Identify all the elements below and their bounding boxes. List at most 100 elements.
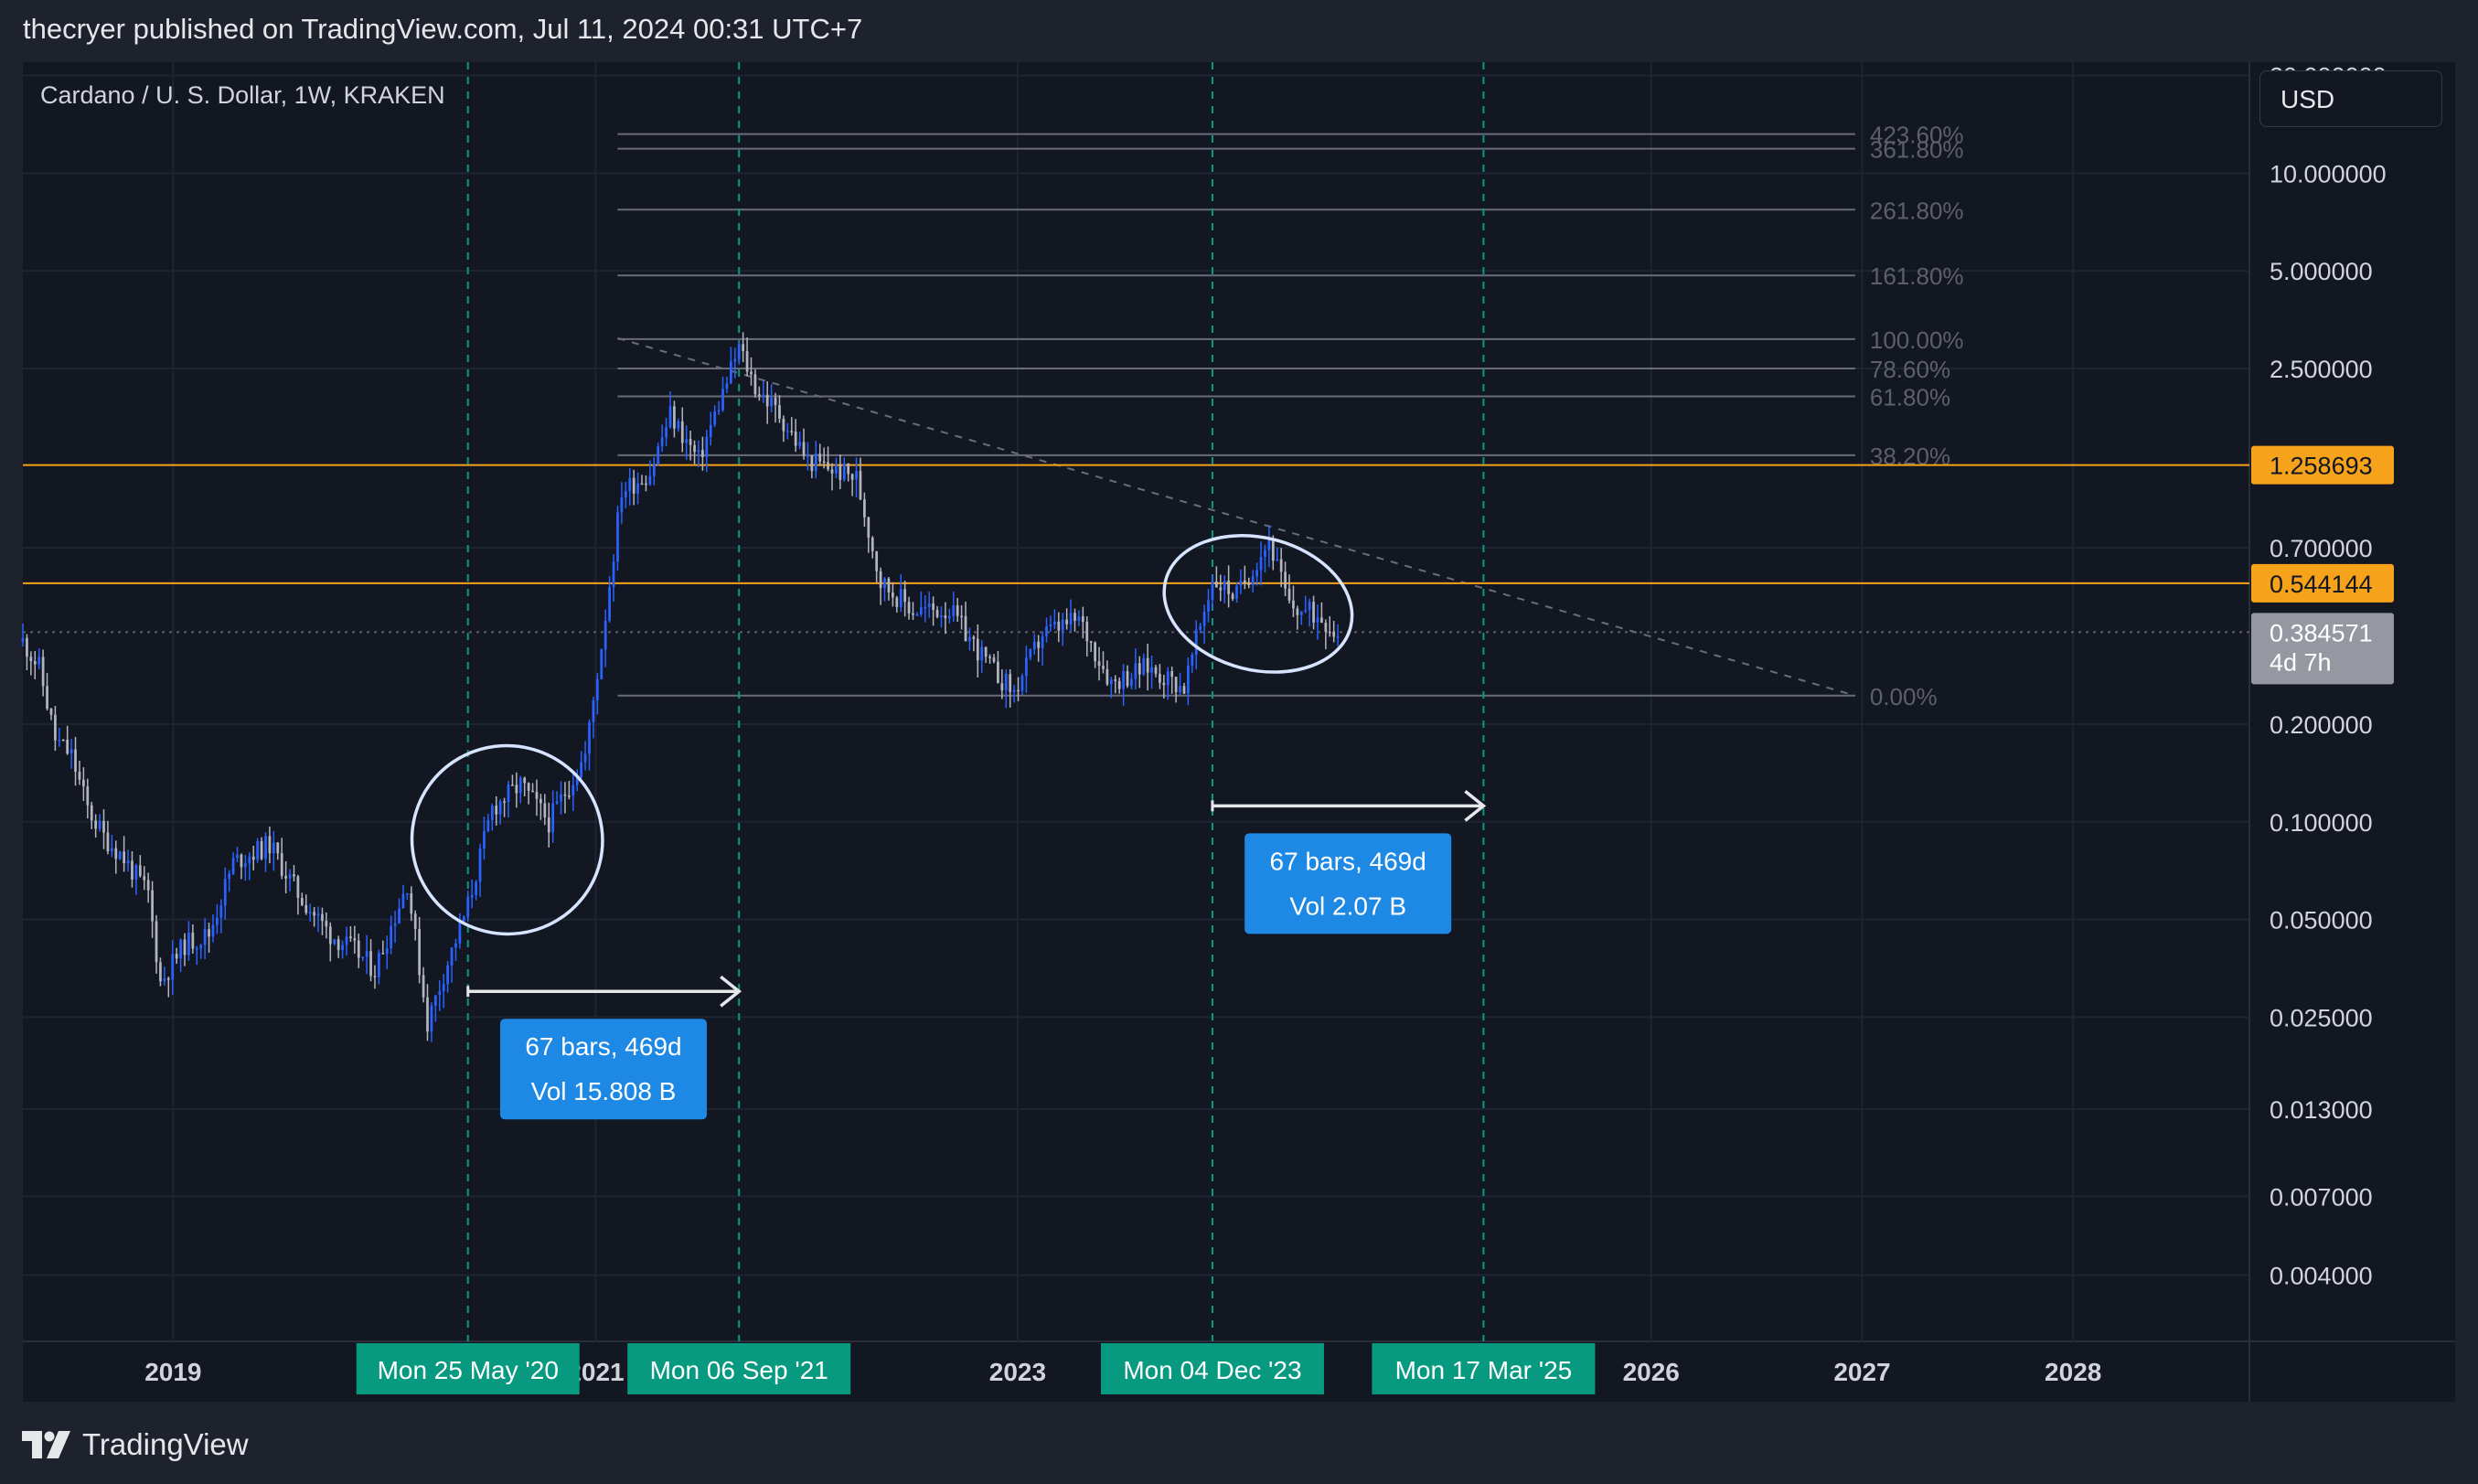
x-tick-label: 2023 [989,1358,1046,1386]
candle-body [406,893,409,895]
candle-body [159,962,162,982]
candle-body [316,913,320,916]
candle-body [1150,667,1153,673]
candle-body [810,455,814,472]
candle-body [1166,671,1170,686]
candle-body [608,587,611,621]
candle-body [1202,612,1206,626]
candlesticks [21,332,1340,1042]
candle-body [563,794,567,796]
candle-body [82,779,85,787]
candle-body [705,436,709,458]
candle-body [1235,585,1238,600]
candle-body [1061,619,1064,631]
candle-body [33,661,37,665]
y-tick-label: 5.000000 [2270,258,2373,285]
candle-body [1045,625,1048,636]
candle-body [1247,583,1251,585]
candle-body [195,948,198,950]
candle-body [827,462,829,470]
candle-body [673,406,676,429]
candle-body [595,678,599,700]
candle-body [709,424,712,437]
candle-body [600,649,603,679]
candle-body [46,686,48,709]
candle-body [1069,613,1073,625]
candle-body [1020,676,1024,691]
candle-body [932,603,935,610]
candle-body [850,474,854,480]
candle-body [555,801,559,804]
candle-body [175,954,178,959]
candle-body [701,450,704,458]
candle-body [733,358,737,362]
candle-body [438,991,442,996]
y-tick-label: 0.013000 [2270,1096,2373,1124]
candle-body [1037,641,1041,648]
candle-body [940,615,943,617]
candle-body [855,471,858,480]
candle-body [413,913,417,929]
fib-level-label: 78.60% [1870,356,1950,383]
candle-body [887,578,891,593]
candle-body [1279,559,1283,572]
candle-body [54,714,57,741]
candle-body [1296,608,1299,615]
candle-body [143,876,146,881]
candle-body [912,613,914,615]
candle-body [551,803,555,833]
candle-body [976,638,979,661]
candle-body [426,997,429,1032]
candle-body [547,817,550,833]
candle-body [774,398,777,406]
candle-body [628,477,632,492]
candle-body [883,578,886,589]
candle-body [446,965,449,985]
candle-body [1182,686,1186,694]
time-axis-date-label: Mon 06 Sep '21 [650,1356,828,1384]
y-tick-label: 2.500000 [2270,356,2373,383]
candle-body [1114,679,1117,681]
candle-body [163,978,166,982]
measure-volume-label: Vol 15.808 B [531,1077,677,1105]
candle-body [211,924,215,937]
candle-body [1316,617,1319,623]
candle-body [398,908,401,923]
candle-body [69,749,73,754]
candle-body [478,849,482,882]
candle-body [1214,582,1218,588]
candle-body [612,561,615,588]
candle-body [1041,635,1044,648]
candle-body [503,801,506,803]
y-tick-label: 0.025000 [2270,1004,2373,1031]
candle-body [778,405,781,419]
candle-body [1126,670,1129,687]
candle-body [208,929,210,937]
time-axis-date-tag [356,1343,580,1394]
currency-button[interactable]: USD [2259,70,2442,127]
candle-body [486,819,490,832]
candle-body [507,785,510,803]
candle-body [365,951,368,957]
candle-body [300,897,304,905]
candle-body [871,538,874,551]
fib-level-label: 261.80% [1870,197,1964,224]
fib-level-label: 423.60% [1870,122,1964,149]
candle-body [753,374,757,395]
candle-body [433,995,437,1006]
candle-body [907,602,911,614]
candle-body [118,851,122,859]
candle-body [418,928,422,976]
candle-body [1134,663,1138,679]
candle-body [1052,621,1056,625]
tradingview-logo[interactable]: TradingView [22,1425,249,1465]
candle-body [1065,619,1069,625]
candle-body [980,646,984,661]
candle-body [203,929,207,945]
candle-body [1029,649,1032,658]
fib-level-label: 61.80% [1870,384,1950,411]
candle-body [1308,602,1311,611]
candle-body [919,607,923,614]
